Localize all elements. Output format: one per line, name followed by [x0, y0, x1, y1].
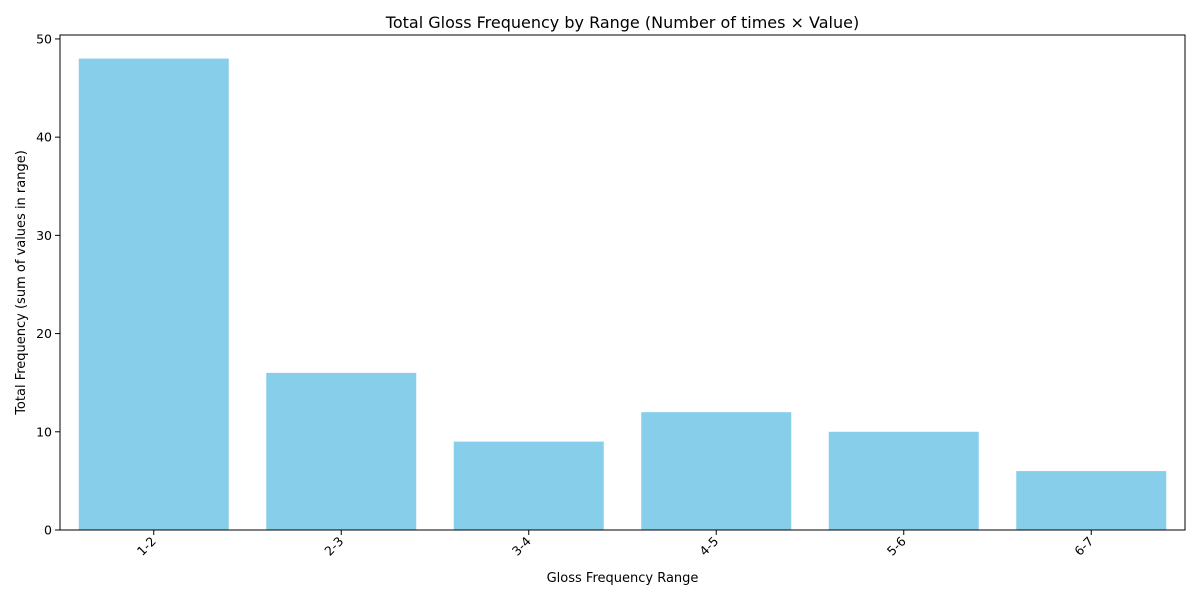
y-tick-label: 50 [36, 31, 52, 46]
plot-frame [59, 34, 1186, 531]
bar-5-6 [828, 431, 979, 530]
x-tick-label: 4-5 [696, 534, 721, 559]
bar-4-5 [641, 412, 792, 530]
x-axis: 1-2 2-3 3-4 4-5 5-6 6-7 [134, 530, 1096, 559]
x-axis-label: Gloss Frequency Range [547, 571, 699, 586]
x-tick-label: 5-6 [884, 533, 909, 558]
x-tick-label: 3-4 [509, 533, 534, 558]
y-axis: 0 10 20 30 40 50 [36, 31, 60, 538]
bars-group [78, 58, 1167, 530]
bar-2-3 [266, 372, 417, 530]
bar-6-7 [1016, 471, 1167, 530]
y-tick-label: 0 [44, 523, 52, 538]
y-tick-label: 20 [36, 326, 52, 341]
x-tick-label: 2-3 [321, 534, 346, 559]
bar-3-4 [453, 441, 604, 530]
chart-title: Total Gloss Frequency by Range (Number o… [385, 13, 859, 32]
x-tick-label: 6-7 [1071, 534, 1096, 559]
bar-1-2 [78, 58, 229, 530]
x-tick-label: 1-2 [134, 534, 159, 559]
y-axis-label: Total Frequency (sum of values in range) [14, 150, 29, 416]
y-tick-label: 40 [36, 130, 52, 145]
y-tick-label: 30 [36, 228, 52, 243]
y-tick-label: 10 [36, 424, 52, 439]
